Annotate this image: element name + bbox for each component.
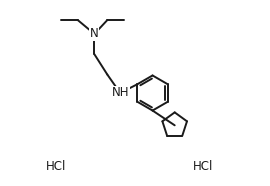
- Text: NH: NH: [112, 86, 129, 100]
- Text: N: N: [90, 27, 99, 40]
- Text: HCl: HCl: [45, 160, 66, 173]
- Text: HCl: HCl: [193, 160, 214, 173]
